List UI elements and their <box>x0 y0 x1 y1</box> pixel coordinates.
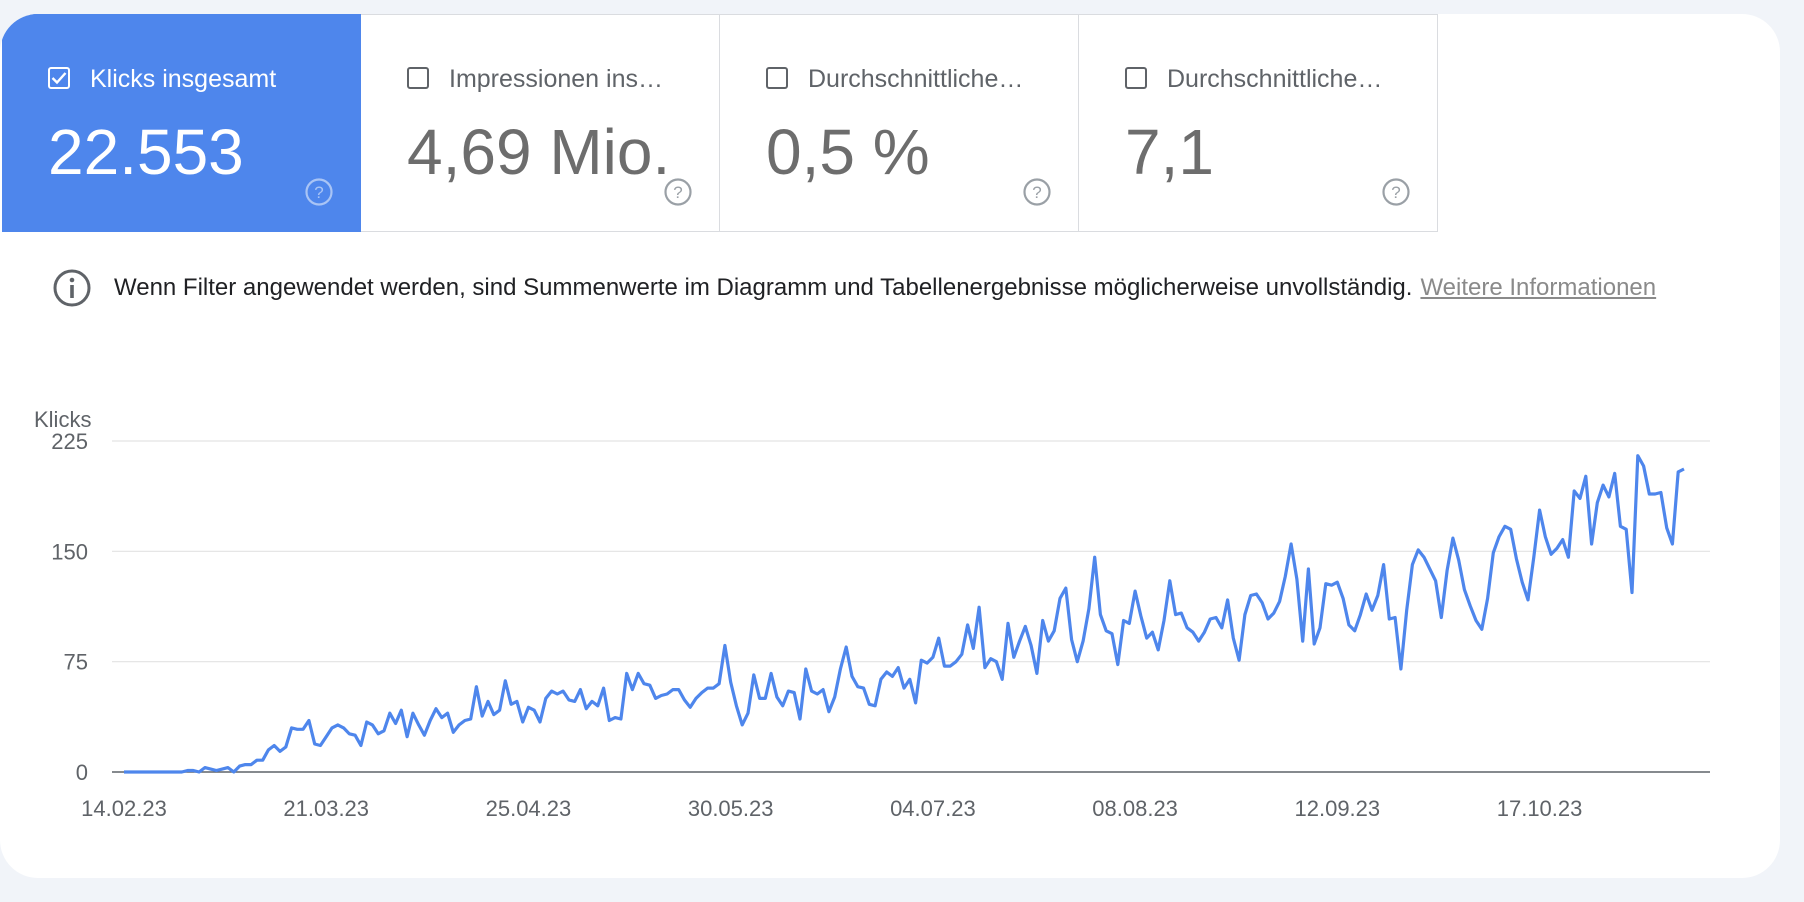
help-icon[interactable]: ? <box>663 177 693 207</box>
y-tick-label: 150 <box>51 539 88 564</box>
learn-more-link[interactable]: Weitere Informationen <box>1420 274 1657 301</box>
checkbox[interactable] <box>1125 67 1147 89</box>
info-text: Wenn Filter angewendet werden, sind Summ… <box>114 274 1413 301</box>
metric-value: 22.553 <box>48 116 244 188</box>
clicks-series-line[interactable] <box>124 454 1685 774</box>
metric-tab-impressions[interactable]: Impressionen ins… 4,69 Mio. ? <box>361 14 720 232</box>
svg-text:?: ? <box>1391 183 1400 202</box>
svg-text:?: ? <box>314 183 323 202</box>
performance-card: Klicks insgesamt 22.553 ? Impressionen i… <box>0 14 1780 878</box>
help-icon[interactable]: ? <box>304 177 334 207</box>
info-icon <box>53 269 91 307</box>
filter-info-banner: Wenn Filter angewendet werden, sind Summ… <box>52 268 1780 308</box>
clicks-chart: 0 75 150 225 14.02.23 21.03.23 25.04.23 30.05.2… <box>51 429 1710 821</box>
info-message: Wenn Filter angewendet werden, sind Summ… <box>114 274 1656 302</box>
svg-text:?: ? <box>673 183 682 202</box>
checkmark-icon <box>51 72 67 85</box>
x-tick-label: 14.02.23 <box>81 796 167 821</box>
checkbox[interactable] <box>766 67 788 89</box>
checkbox[interactable] <box>48 67 70 89</box>
x-tick-label: 12.09.23 <box>1295 796 1381 821</box>
metric-tab-avg-position[interactable]: Durchschnittliche… 7,1 ? <box>1079 14 1438 232</box>
metric-tab-avg-ctr[interactable]: Durchschnittliche… 0,5 % ? <box>720 14 1079 232</box>
y-tick-label: 225 <box>51 429 88 454</box>
x-tick-label: 08.08.23 <box>1092 796 1178 821</box>
metric-value: 4,69 Mio. <box>407 116 671 188</box>
help-icon[interactable]: ? <box>1381 177 1411 207</box>
x-tick-label: 17.10.23 <box>1497 796 1583 821</box>
y-axis-title: Klicks <box>34 407 92 432</box>
svg-text:?: ? <box>1032 183 1041 202</box>
x-tick-label: 04.07.23 <box>890 796 976 821</box>
metric-tabs: Klicks insgesamt 22.553 ? Impressionen i… <box>2 14 1438 232</box>
help-icon[interactable]: ? <box>1022 177 1052 207</box>
x-tick-label: 30.05.23 <box>688 796 774 821</box>
y-tick-label: 75 <box>64 650 88 675</box>
y-tick-label: 0 <box>76 760 88 785</box>
x-tick-label: 25.04.23 <box>486 796 572 821</box>
metric-value: 7,1 <box>1125 116 1214 188</box>
checkbox[interactable] <box>407 67 429 89</box>
metric-tab-total-clicks[interactable]: Klicks insgesamt 22.553 ? <box>2 14 361 232</box>
x-tick-label: 21.03.23 <box>283 796 369 821</box>
metric-value: 0,5 % <box>766 116 930 188</box>
